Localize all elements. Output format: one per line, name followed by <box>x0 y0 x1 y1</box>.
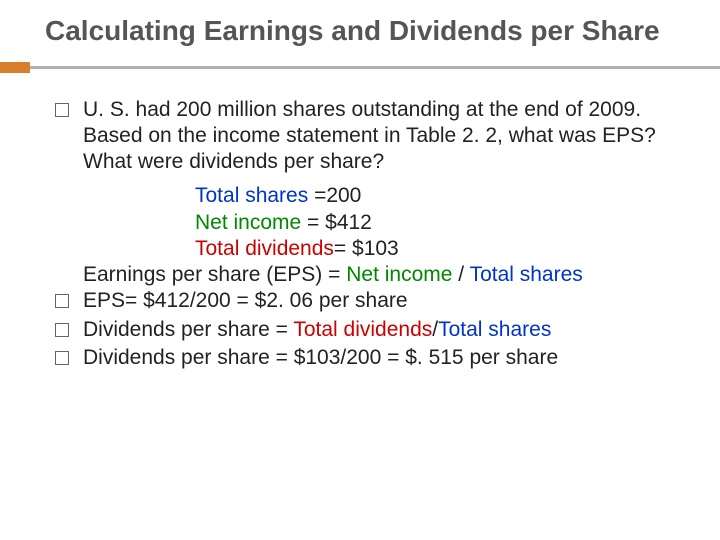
net-income-value: = $412 <box>307 211 372 234</box>
total-shares-value: =200 <box>314 184 361 207</box>
eps-formula-divider: / <box>458 263 469 286</box>
intro-text: U. S. had 200 million shares outstanding… <box>83 97 670 176</box>
bullet-eps-calc: EPS= $412/200 = $2. 06 per share <box>55 288 670 314</box>
line-net-income: Net income = $412 <box>195 210 670 236</box>
dps-calc-text: Dividends per share = $103/200 = $. 515 … <box>83 345 670 371</box>
bullet-intro: U. S. had 200 million shares outstanding… <box>55 97 670 176</box>
net-income-label: Net income <box>195 211 307 234</box>
divider-line <box>0 66 720 69</box>
line-total-shares: Total shares =200 <box>195 183 670 209</box>
eps-formula-net-income: Net income <box>346 263 458 286</box>
slide-content: U. S. had 200 million shares outstanding… <box>0 69 720 372</box>
slide-title: Calculating Earnings and Dividends per S… <box>0 0 720 56</box>
eps-calc-text: EPS= $412/200 = $2. 06 per share <box>83 288 670 314</box>
bullet-box-icon <box>55 351 69 365</box>
dps-formula-label: Dividends per share = <box>83 318 293 341</box>
bullet-box-icon <box>55 323 69 337</box>
line-eps-formula: Earnings per share (EPS) = Net income / … <box>83 262 670 288</box>
bullet-dps-calc: Dividends per share = $103/200 = $. 515 … <box>55 345 670 371</box>
total-dividends-value: = $103 <box>334 237 399 260</box>
total-shares-label: Total shares <box>195 184 314 207</box>
eps-formula-total-shares: Total shares <box>470 263 583 286</box>
dps-formula-shares: Total shares <box>438 318 551 341</box>
total-dividends-label: Total dividends <box>195 237 334 260</box>
dps-formula-dividends: Total dividends <box>293 318 432 341</box>
bullet-box-icon <box>55 294 69 308</box>
eps-formula-label: Earnings per share (EPS) = <box>83 263 346 286</box>
bullet-dps-formula: Dividends per share = Total dividends/To… <box>55 317 670 343</box>
accent-block <box>0 62 30 73</box>
line-total-dividends: Total dividends= $103 <box>195 236 670 262</box>
bullet-box-icon <box>55 103 69 117</box>
dps-formula-text: Dividends per share = Total dividends/To… <box>83 317 670 343</box>
